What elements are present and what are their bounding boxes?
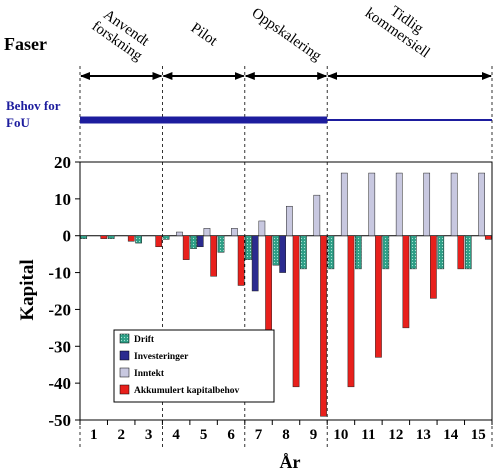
bar-inntekt (203, 228, 211, 236)
phase-label: Anvendtforskning (89, 5, 155, 64)
bar-drift (437, 235, 445, 270)
fou-label-line: FoU (6, 115, 30, 130)
bar-drift (272, 235, 280, 266)
legend-label: Investeringer (134, 352, 189, 362)
legend-swatch (119, 333, 130, 344)
y-tick-label: 20 (54, 153, 71, 172)
bar-akkumulert-kapitalbehov (430, 235, 437, 299)
x-tick-label: 1 (90, 427, 98, 443)
bar-akkumulert-kapitalbehov (182, 235, 190, 260)
phase-label: Tidligkommersiell (362, 0, 442, 61)
y-tick-label: 10 (54, 190, 71, 209)
bar-inntekt (231, 228, 238, 236)
bar-drift (217, 235, 225, 253)
x-tick-label: 13 (416, 427, 431, 443)
legend-swatch (119, 384, 130, 395)
x-tick-label: 2 (117, 427, 125, 443)
legend-swatch (119, 350, 130, 361)
x-tick-label: 10 (333, 427, 348, 443)
y-tick-label: -30 (48, 337, 71, 356)
x-tick-label: 12 (388, 427, 403, 443)
y-tick-label: -50 (48, 411, 71, 430)
legend-label: Inntekt (134, 369, 165, 379)
fou-bar-high (80, 116, 328, 124)
y-axis-label: Kapital (17, 259, 38, 320)
phase-label-line: Oppskalering (249, 5, 325, 65)
legend-label: Akkumulert kapitalbehov (134, 386, 240, 396)
bar-inntekt (286, 205, 293, 236)
bar-inntekt (395, 172, 403, 236)
x-tick-label: 15 (471, 427, 486, 443)
bar-inntekt (340, 172, 348, 236)
bar-inntekt (423, 172, 431, 236)
phase-label: Pilot (188, 20, 221, 50)
bar-akkumulert-kapitalbehov (237, 235, 245, 286)
x-tick-label: 14 (443, 427, 459, 443)
bar-drift (190, 235, 197, 249)
legend-box (113, 329, 275, 403)
bar-drift (464, 235, 472, 270)
bar-drift (382, 235, 390, 270)
bar-akkumulert-kapitalbehov (320, 235, 327, 417)
bar-drift (245, 235, 252, 260)
bar-akkumulert-kapitalbehov (210, 235, 218, 277)
phases-title: Faser (4, 34, 47, 54)
x-axis-label: År (280, 452, 301, 472)
bar-drift (135, 235, 142, 244)
bar-akkumulert-kapitalbehov (155, 235, 163, 248)
y-tick-label: -20 (48, 300, 71, 319)
x-tick-label: 9 (310, 427, 318, 443)
fou-need-indicator: Behov for FoU (6, 98, 492, 130)
x-tick-label: 6 (227, 427, 235, 443)
bar-investeringer (279, 235, 286, 273)
bar-drift (409, 235, 417, 270)
legend-swatch (119, 367, 130, 378)
y-tick-label: -10 (48, 264, 71, 283)
phase-label: Oppskalering (249, 5, 325, 65)
bar-akkumulert-kapitalbehov (347, 235, 355, 388)
bar-investeringer (196, 235, 204, 248)
bar-inntekt (450, 172, 458, 236)
x-tick-label: 5 (200, 427, 208, 443)
bar-akkumulert-kapitalbehov (375, 235, 382, 358)
bar-inntekt (368, 172, 376, 236)
bar-inntekt (478, 172, 485, 236)
bar-drift (355, 235, 362, 270)
fou-label: Behov for FoU (6, 98, 61, 130)
x-tick-label: 3 (145, 427, 153, 443)
bar-drift (80, 235, 88, 239)
bar-akkumulert-kapitalbehov (457, 235, 465, 270)
x-tick-label: 7 (255, 427, 263, 443)
x-tick-label: 4 (172, 427, 180, 443)
y-tick-label: 0 (63, 227, 72, 246)
bar-akkumulert-kapitalbehov (100, 235, 108, 239)
bar-inntekt (176, 231, 183, 236)
bar-drift (107, 235, 115, 239)
bar-drift (327, 235, 335, 270)
fou-label-line: Behov for (6, 98, 61, 113)
fou-bar-low (327, 119, 492, 121)
x-tick-label: 11 (361, 427, 375, 443)
bars (80, 172, 492, 417)
bar-akkumulert-kapitalbehov (127, 235, 135, 242)
y-tick-label: -40 (48, 374, 71, 393)
bar-inntekt (258, 220, 266, 236)
legend-label: Drift (134, 335, 155, 345)
bar-akkumulert-kapitalbehov (292, 235, 300, 388)
bar-investeringer (251, 235, 259, 292)
x-tick-label: 8 (282, 427, 290, 443)
legend: Drift Investeringer Inntekt Akkumulert kapi… (113, 329, 275, 403)
bar-drift (162, 235, 170, 240)
bar-akkumulert-kapitalbehov (484, 235, 492, 240)
phase-label-line: Pilot (188, 20, 221, 50)
bar-drift (300, 235, 307, 270)
bar-akkumulert-kapitalbehov (402, 235, 410, 329)
bar-inntekt (313, 194, 321, 236)
